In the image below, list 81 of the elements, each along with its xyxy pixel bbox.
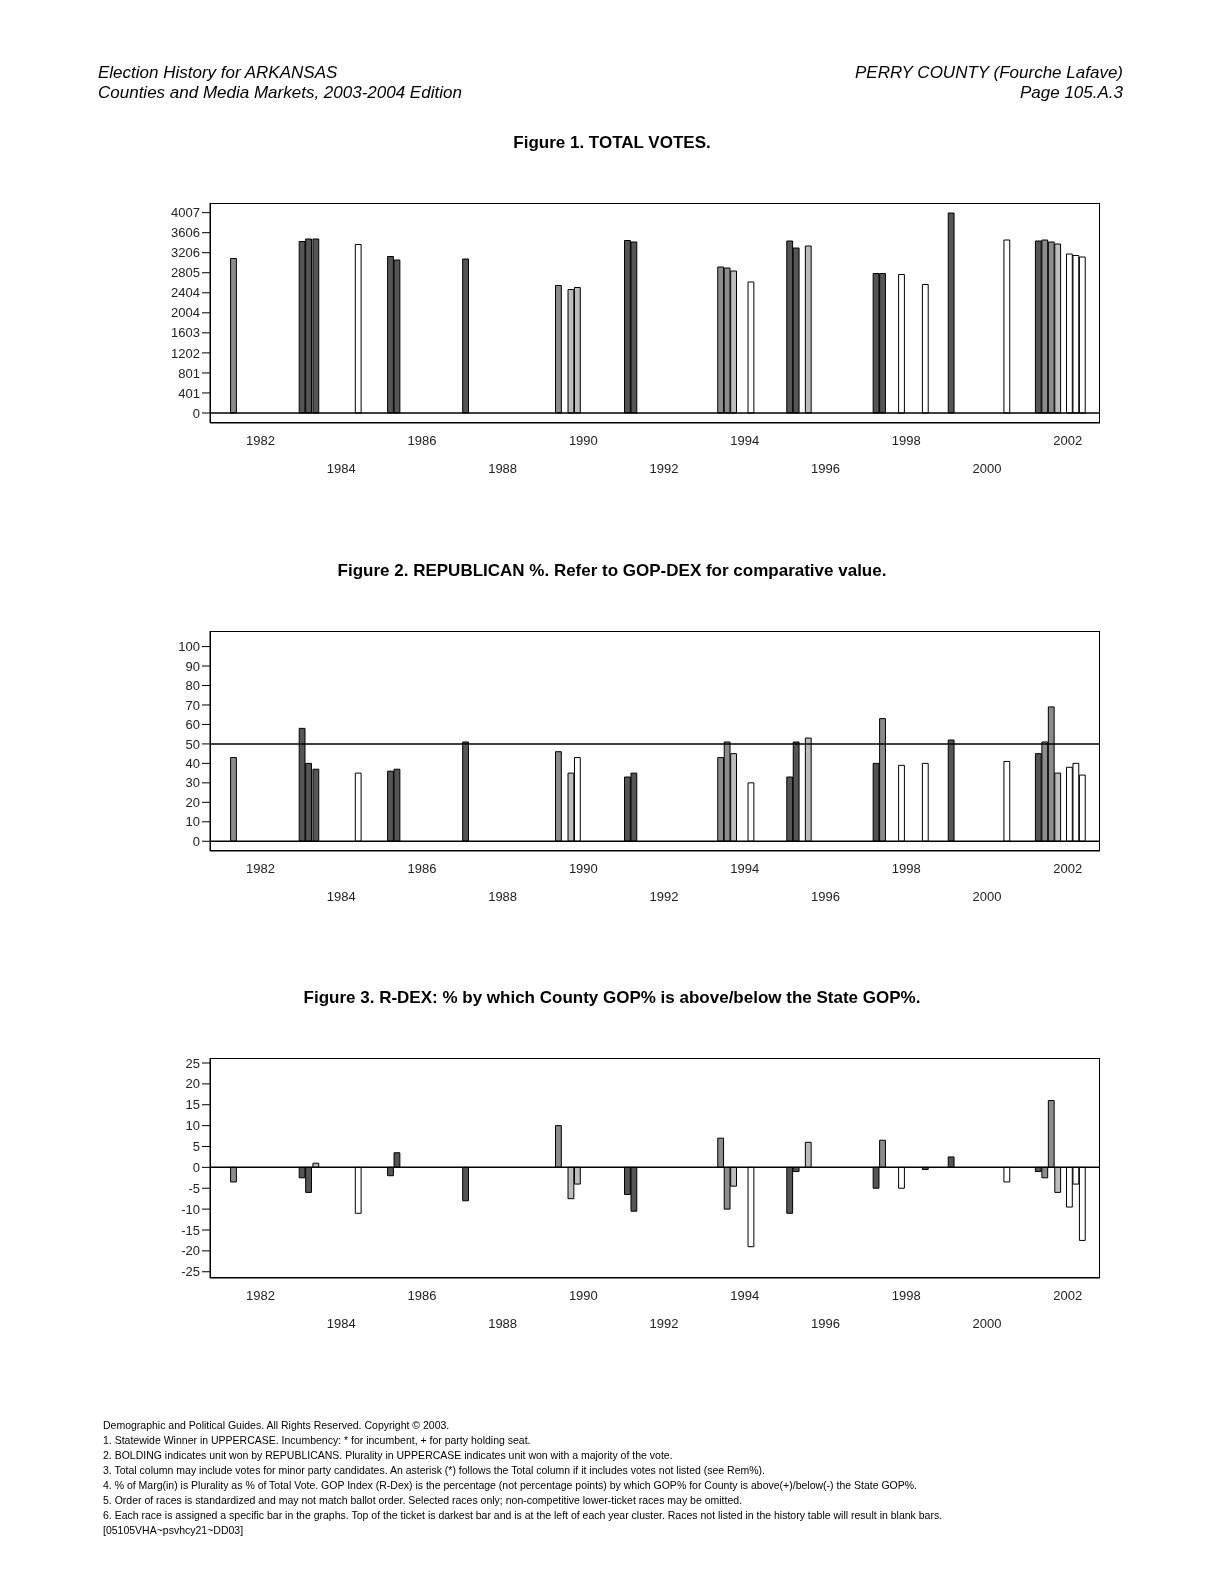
y-tick-label: -5: [188, 1180, 200, 1196]
x2-tick-label: 1988: [488, 889, 518, 904]
y-tick-label: 15: [185, 1097, 200, 1113]
x2-tick-label: 1996: [811, 1316, 840, 1331]
text: 2. BOLDING indicates unit won by REPUBLICANS. Plurality in UPPERCASE indicates unit won with a majority of the vote.: [103, 1448, 674, 1463]
x-tick-label: 1982: [245, 1288, 275, 1303]
x2-tick-label: 1988: [488, 461, 518, 476]
x-tick-label: 1998: [891, 1288, 921, 1303]
x-tick-label: 1982: [245, 861, 275, 876]
y-tick-label: 30: [185, 775, 200, 791]
x-tick-label: 1994: [730, 861, 760, 876]
x2-tick-label: 2000: [972, 1316, 1002, 1331]
x2-tick-label: 1996: [811, 461, 840, 476]
chart-title: Figure 3. R-DEX: % by which County GOP% is above/below the State GOP%.: [302, 988, 922, 1008]
y-tick-label: 1202: [171, 345, 200, 361]
x2-tick-label: 1984: [326, 461, 356, 476]
y-tick-label: 5: [192, 1139, 200, 1155]
text: 5. Order of races is standardized and may not match ballot order. Selected races only; non-competitive lower-ticket races may be omitted.: [103, 1493, 744, 1508]
chart-title: Figure 1. TOTAL VOTES.: [512, 133, 712, 153]
y-tick-label: 801: [178, 365, 200, 381]
x2-tick-label: 2000: [972, 889, 1002, 904]
x2-tick-label: 1992: [649, 461, 679, 476]
text: PERRY COUNTY (Fourche Lafave): [854, 63, 1123, 83]
y-tick-label: 2404: [171, 285, 200, 301]
x-tick-label: 1998: [891, 433, 921, 448]
y-tick-label: -25: [181, 1264, 200, 1280]
x-tick-label: 1994: [730, 433, 760, 448]
text: Page 105.A.3: [1018, 83, 1123, 103]
x-tick-label: 1990: [568, 433, 598, 448]
y-tick-label: 4007: [171, 205, 200, 221]
y-tick-label: 0: [192, 1159, 200, 1175]
x2-tick-label: 1996: [811, 889, 840, 904]
text: [05105VHA~psvhcy21~DD03]: [103, 1523, 245, 1538]
y-tick-label: 90: [185, 658, 200, 674]
y-tick-label: 3606: [171, 225, 200, 241]
y-tick-label: 25: [185, 1055, 200, 1071]
text: Counties and Media Markets, 2003-2004 Edition: [98, 83, 463, 103]
y-tick-label: -15: [181, 1222, 200, 1238]
y-tick-label: -20: [181, 1243, 200, 1259]
y-tick-label: 20: [185, 1076, 200, 1092]
x-tick-label: 1990: [568, 1288, 598, 1303]
x-tick-label: 2002: [1053, 861, 1083, 876]
chart-title: Figure 2. REPUBLICAN %. Refer to GOP-DEX for comparative value.: [336, 561, 888, 581]
text: 3. Total column may include votes for minor party candidates. An asterisk (*) follows the Total column if it includes votes not listed (see Rem%).: [103, 1463, 766, 1478]
x-tick-label: 2002: [1053, 433, 1083, 448]
x2-tick-label: 2000: [972, 461, 1002, 476]
text: Election History for ARKANSAS: [98, 63, 339, 83]
text: 4. % of Marg(in) is Plurality as % of Total Vote. GOP Index (R-Dex) is the percentage (not percentage points) by which GOP% for County is above(+)/below(-) the State GOP%.: [103, 1478, 919, 1493]
y-tick-label: 0: [192, 833, 200, 849]
y-tick-label: 1603: [171, 325, 200, 341]
y-tick-label: 50: [185, 736, 200, 752]
x-tick-label: 1986: [407, 1288, 437, 1303]
x-tick-label: 1986: [407, 433, 437, 448]
y-tick-label: 60: [185, 717, 200, 733]
text: 6. Each race is assigned a specific bar in the graphs. Top of the ticket is darkest bar and is at the left of each year cluster. Races not listed in the history table will result in blank bars.: [103, 1508, 944, 1523]
y-tick-label: 10: [185, 814, 200, 830]
y-tick-label: 10: [185, 1118, 200, 1134]
x-tick-label: 1982: [245, 433, 275, 448]
y-tick-label: 80: [185, 678, 200, 694]
y-tick-label: 70: [185, 697, 200, 713]
y-tick-label: 3206: [171, 245, 200, 261]
text: Demographic and Political Guides. All Rights Reserved. Copyright © 2003.: [103, 1418, 451, 1433]
y-tick-label: 2805: [171, 265, 200, 281]
y-tick-label: -10: [181, 1201, 200, 1217]
x-tick-label: 1990: [568, 861, 598, 876]
x2-tick-label: 1984: [326, 1316, 356, 1331]
x2-tick-label: 1992: [649, 889, 679, 904]
y-tick-label: 100: [178, 639, 200, 655]
y-tick-label: 0: [192, 405, 200, 421]
y-tick-label: 40: [185, 756, 200, 771]
x2-tick-label: 1984: [326, 889, 356, 904]
y-tick-label: 20: [185, 794, 200, 810]
text: 1. Statewide Winner in UPPERCASE. Incumbency: * for incumbent, + for party holding seat.: [103, 1433, 532, 1448]
x2-tick-label: 1988: [488, 1316, 518, 1331]
y-tick-label: 2004: [171, 305, 200, 321]
y-tick-label: 401: [178, 385, 200, 401]
x-tick-label: 1994: [730, 1288, 760, 1303]
x-tick-label: 2002: [1053, 1288, 1083, 1303]
x2-tick-label: 1992: [649, 1316, 679, 1331]
x-tick-label: 1986: [407, 861, 437, 876]
x-tick-label: 1998: [891, 861, 921, 876]
